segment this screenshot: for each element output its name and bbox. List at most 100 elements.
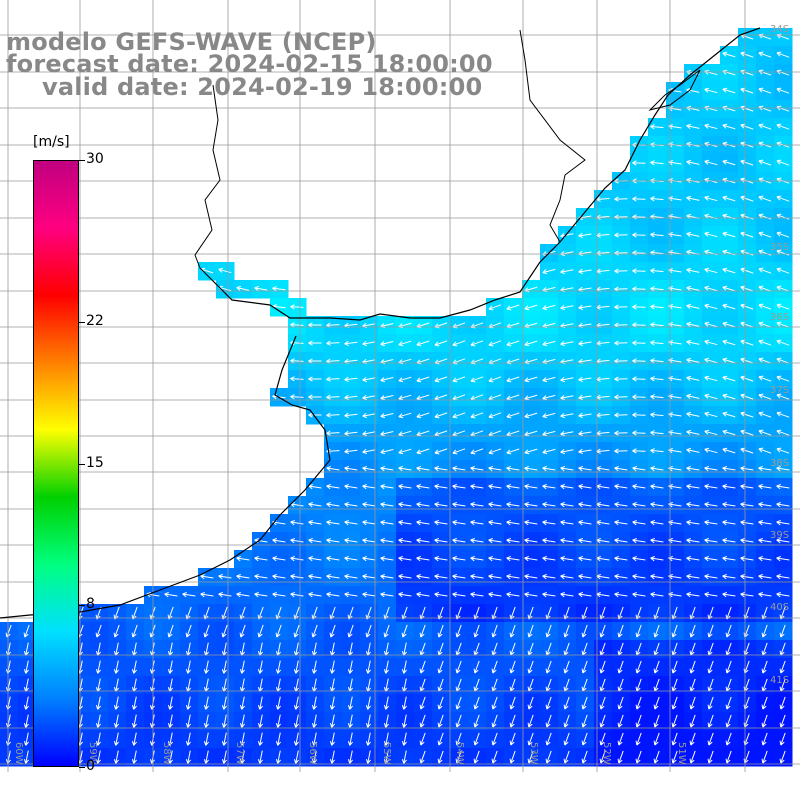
wind-arrow	[401, 660, 407, 674]
wind-arrow	[542, 502, 556, 508]
wind-arrow	[704, 502, 718, 508]
wind-arrow	[542, 466, 556, 472]
wind-arrow	[542, 592, 556, 598]
wind-arrow	[524, 538, 538, 544]
wind-arrow	[308, 592, 322, 598]
wind-arrow	[344, 394, 358, 400]
wind-arrow	[113, 714, 119, 728]
wind-arrow	[434, 466, 448, 472]
wind-arrow	[524, 484, 538, 490]
wind-arrow	[776, 69, 790, 76]
wind-arrow	[722, 466, 736, 472]
wind-arrow	[308, 340, 322, 346]
wind-arrow	[758, 303, 772, 310]
wind-arrow	[668, 592, 682, 598]
wind-arrow	[506, 592, 520, 598]
wind-arrow	[686, 159, 700, 165]
wind-arrow	[614, 592, 628, 598]
wind-arrow	[776, 375, 790, 382]
wind-arrow	[617, 660, 624, 674]
wind-arrow	[722, 411, 736, 418]
wind-arrow	[308, 574, 322, 580]
wind-arrow	[560, 538, 574, 544]
wind-arrow	[560, 484, 574, 490]
wind-arrow	[506, 448, 520, 455]
wind-arrow	[473, 714, 480, 728]
wind-arrow	[722, 339, 736, 346]
wind-arrow	[218, 592, 232, 598]
wind-arrow	[203, 696, 209, 710]
wind-arrow	[419, 660, 426, 674]
wind-arrow	[740, 87, 754, 94]
wind-arrow	[707, 750, 714, 764]
wind-arrow	[434, 538, 448, 544]
wind-arrow	[614, 556, 628, 562]
wind-arrow	[758, 321, 772, 328]
wind-arrow	[437, 732, 444, 746]
wind-arrow	[23, 696, 29, 710]
wind-arrow	[236, 556, 250, 562]
wind-arrow	[740, 520, 754, 526]
wind-arrow	[275, 696, 281, 710]
wind-arrow	[275, 660, 281, 674]
wind-arrow	[614, 448, 628, 454]
wind-arrow	[776, 556, 790, 562]
wind-arrow	[740, 411, 754, 418]
wind-arrow	[470, 340, 484, 347]
wind-arrow	[545, 624, 552, 638]
wind-arrow	[434, 502, 448, 508]
wind-arrow	[686, 411, 700, 417]
wind-arrow	[653, 696, 660, 710]
wind-arrow	[599, 696, 606, 710]
wind-arrow	[740, 429, 754, 436]
wind-arrow	[452, 592, 466, 598]
wind-arrow	[779, 750, 786, 764]
wind-arrow	[563, 624, 570, 638]
wind-arrow	[452, 574, 466, 580]
wind-arrow	[563, 714, 570, 728]
wind-arrow	[578, 484, 592, 490]
wind-arrow	[362, 466, 376, 472]
wind-arrow	[632, 430, 646, 436]
wind-arrow	[23, 624, 30, 638]
wind-arrow	[239, 660, 245, 674]
wind-arrow	[347, 660, 353, 674]
wind-arrow	[419, 750, 426, 764]
wind-arrow	[704, 556, 718, 562]
wind-arrow	[293, 714, 299, 728]
wind-arrow	[722, 447, 736, 454]
wind-arrow	[383, 624, 390, 638]
wind-arrow	[704, 123, 718, 130]
wind-arrow	[686, 321, 700, 327]
wind-arrow	[326, 394, 340, 400]
colorbar-tick-label: 0	[86, 758, 95, 774]
wind-arrow	[290, 394, 304, 400]
wind-arrow	[488, 556, 502, 562]
wind-arrow	[779, 714, 786, 728]
wind-arrow	[275, 750, 281, 764]
wind-arrow	[455, 732, 462, 746]
wind-arrow	[704, 159, 718, 166]
wind-arrow	[293, 750, 299, 764]
longitude-label: 54W	[454, 742, 465, 765]
wind-arrow	[434, 376, 448, 383]
wind-arrow	[380, 449, 394, 455]
wind-arrow	[632, 502, 646, 508]
wind-arrow	[182, 592, 196, 598]
wind-arrow	[308, 520, 322, 526]
wind-arrow	[401, 750, 407, 764]
wind-arrow	[506, 484, 520, 490]
wind-arrow	[326, 430, 340, 436]
wind-arrow	[416, 502, 430, 508]
wind-arrow	[347, 714, 353, 728]
wind-arrow	[506, 376, 520, 383]
wind-arrow	[635, 732, 642, 746]
wind-arrow	[650, 160, 664, 166]
wind-arrow	[419, 624, 426, 638]
wind-arrow	[668, 520, 682, 526]
wind-arrow	[614, 412, 628, 418]
wind-arrow	[113, 696, 119, 710]
coastline	[0, 27, 761, 619]
wind-arrow	[131, 750, 137, 764]
